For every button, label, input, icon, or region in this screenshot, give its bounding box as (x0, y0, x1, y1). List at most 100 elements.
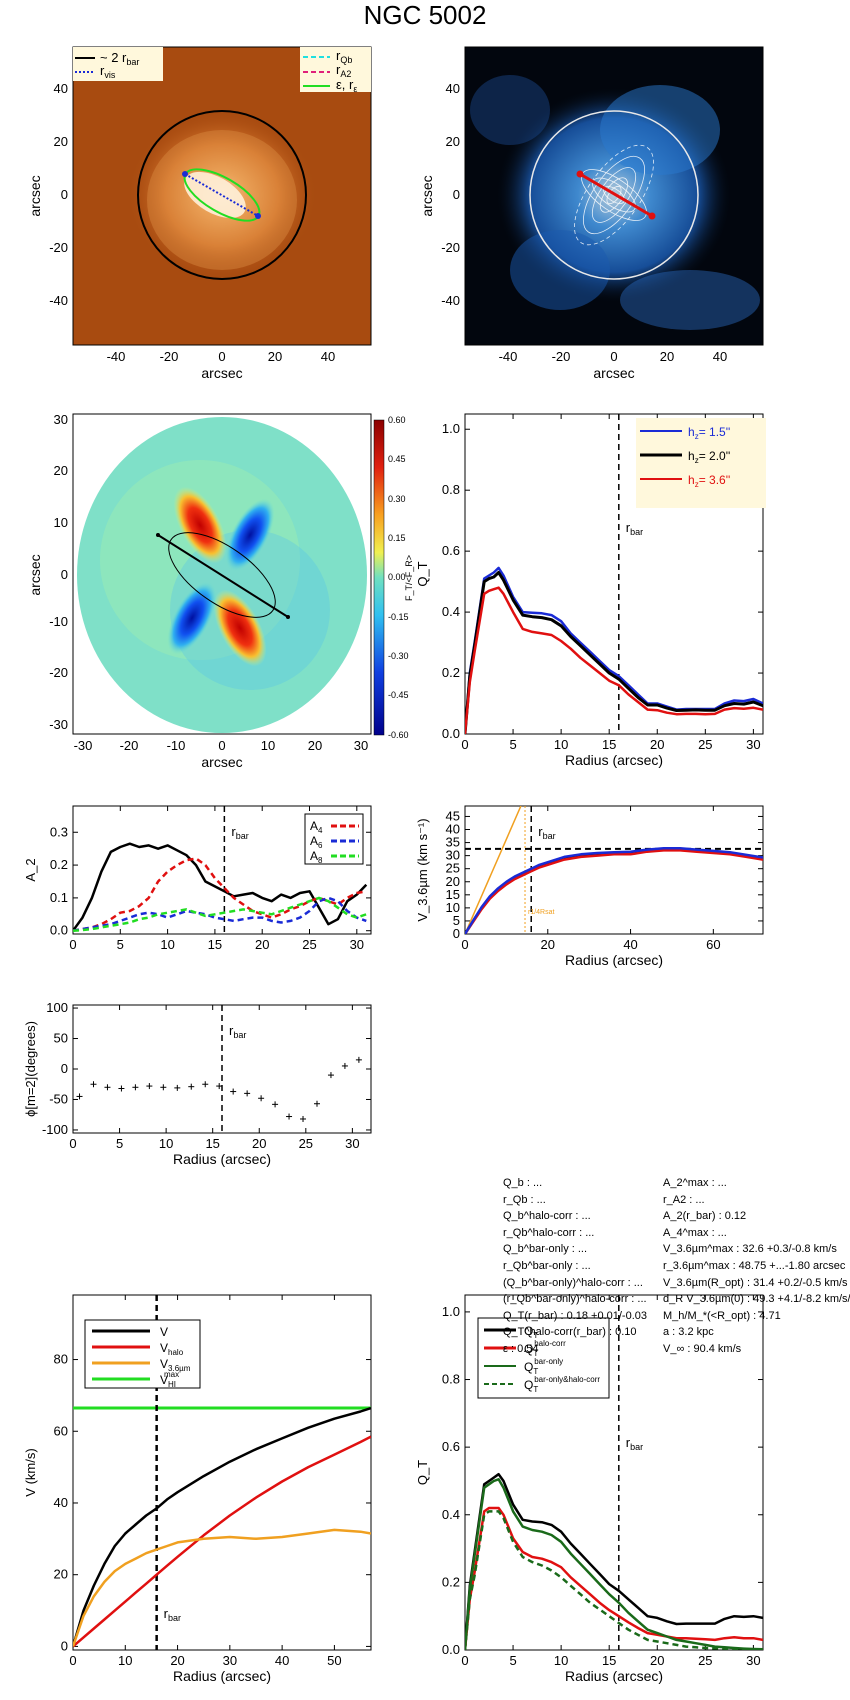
p3-xtick: 30 (354, 738, 368, 753)
y-tick-label: 0 (453, 926, 460, 941)
p3-ylabel: arcsec (27, 554, 43, 595)
svg-text:hz= 3.6'': hz= 3.6'' (688, 473, 730, 489)
p2-xtick: -40 (499, 349, 518, 364)
plot-frame (464, 805, 764, 935)
y-tick-label: 20 (446, 874, 460, 889)
legend-2rbar: ~ 2 rbar (100, 50, 139, 67)
plot-area (465, 1295, 763, 1650)
y-tick-label: 0.8 (442, 482, 460, 497)
param: a : 3.2 kpc (663, 1326, 714, 1339)
p3-ytick: -30 (49, 717, 68, 732)
param: M_h/M_*(<R_opt) : 4.71 (663, 1309, 781, 1322)
x-axis-label: Radius (arcsec) (565, 752, 663, 768)
param: Q_b^halo-corr : ... (503, 1210, 591, 1223)
param: Q_T(r_bar) : 0.18 +0.01/-0.03 (503, 1309, 647, 1322)
p2-ytick: -40 (441, 293, 460, 308)
x-tick-label: 10 (554, 1653, 568, 1668)
y-tick-label: 15 (446, 887, 460, 902)
p3-xlabel: arcsec (201, 754, 242, 770)
svg-text:QT: QT (524, 1324, 538, 1340)
svg-text:A4: A4 (310, 819, 323, 835)
svg-text:hz= 1.5'': hz= 1.5'' (688, 425, 730, 441)
param: A_4^max : ... (663, 1226, 727, 1239)
rbar-label: rbar (164, 1606, 181, 1623)
series-line (465, 571, 763, 734)
x-tick-label: 0 (461, 937, 468, 952)
x-tick-label: 10 (159, 1136, 173, 1151)
p2-xtick: 20 (660, 349, 674, 364)
y-tick-label: 25 (446, 861, 460, 876)
param: r_3.6µm^max : 48.75 +...-1.80 arcsec (663, 1259, 846, 1272)
series-line (465, 1506, 763, 1650)
x-tick-label: 30 (746, 1653, 760, 1668)
y-tick-label: -50 (49, 1091, 68, 1106)
x-tick-label: 20 (255, 937, 269, 952)
svg-text:VHImax: VHImax (160, 1370, 179, 1389)
y-axis-label: A_2 (23, 858, 38, 881)
y-tick-label: 100 (46, 1000, 68, 1015)
image-panel-1: ~ 2 rbar rvis rQb rA2 ε, rε -40 -20 0 20… (27, 46, 372, 381)
y-tick-label: 50 (54, 1031, 68, 1046)
y-tick-label: 0.6 (442, 543, 460, 558)
series-line (73, 896, 367, 932)
y-tick-label: 0.0 (50, 923, 68, 938)
rbar-label: rbar (229, 1023, 246, 1040)
x-tick-label: 5 (509, 1653, 516, 1668)
x-axis-label: Radius (arcsec) (565, 1668, 663, 1684)
legend-ra2: rA2 (336, 62, 351, 79)
series-line (465, 1472, 763, 1650)
x-tick-label: 15 (208, 937, 222, 952)
parameters-table: Q_b : ... r_Qb : ... Q_b^halo-corr : ...… (503, 1175, 850, 1355)
param: Q_b^bar-only : ... (503, 1243, 588, 1256)
y-axis-label: ϕ[m=2](degrees) (23, 1021, 38, 1117)
p1-xtick: 40 (321, 349, 335, 364)
param: r_Qb^halo-corr : ... (503, 1226, 595, 1239)
cbar-tick: -0.30 (388, 651, 409, 661)
legend-eps: ε, rε (336, 77, 357, 94)
plot-area (465, 806, 763, 934)
slope-line (465, 806, 522, 934)
figure-title: NGC 5002 (364, 0, 487, 30)
p3-ytick: 0 (61, 567, 68, 582)
p1-xtick: -20 (160, 349, 179, 364)
p2-ytick: 20 (446, 134, 460, 149)
series-line (73, 842, 368, 932)
cbar-tick: 0.00 (388, 572, 406, 582)
y-tick-label: 0.2 (50, 857, 68, 872)
svg-text:V: V (160, 1325, 168, 1339)
y-tick-label: 0.4 (442, 604, 460, 619)
y-tick-label: 0.2 (442, 1574, 460, 1589)
y-tick-label: 20 (54, 1567, 68, 1582)
x-tick-label: 10 (118, 1653, 132, 1668)
forcemap-panel: 0.60 0.45 0.30 0.15 0.00 -0.15 -0.30 -0.… (27, 412, 414, 770)
y-axis-label: V (km/s) (23, 1448, 38, 1496)
p1-ytick: 40 (54, 81, 68, 96)
x-tick-label: 30 (350, 937, 364, 952)
x-tick-label: 40 (623, 937, 637, 952)
svg-text:A8: A8 (310, 849, 323, 865)
p3-ytick: 10 (54, 515, 68, 530)
x-tick-label: 0 (69, 1653, 76, 1668)
x-tick-label: 40 (275, 1653, 289, 1668)
x-tick-label: 30 (345, 1136, 359, 1151)
rbar-label: rbar (231, 824, 248, 841)
x-tick-label: 0 (461, 737, 468, 752)
p1-ylabel: arcsec (27, 175, 43, 216)
qt-hz-legend: hz= 1.5'' hz= 2.0'' hz= 3.6'' (636, 418, 766, 508)
param: Q_T^halo-corr(r_bar) : 0.10 (503, 1326, 637, 1339)
p2-xtick: 0 (610, 349, 617, 364)
param: d_R V_3.6µm(0) : 49.3 +4.1/-8.2 km/s/kpc (663, 1293, 850, 1306)
x-tick-label: 0 (69, 937, 76, 952)
p3-ytick: 20 (54, 463, 68, 478)
series-line (73, 1435, 371, 1648)
p1-ytick: -40 (49, 293, 68, 308)
x-tick-label: 0 (69, 1136, 76, 1151)
colorbar (373, 419, 385, 736)
series-line (73, 1406, 371, 1647)
x-tick-label: 15 (205, 1136, 219, 1151)
rbar-label: rbar (626, 1435, 643, 1452)
series-line (73, 1528, 371, 1647)
param: ε : 0.54 (503, 1342, 539, 1355)
cbar-tick: 0.30 (388, 494, 406, 504)
